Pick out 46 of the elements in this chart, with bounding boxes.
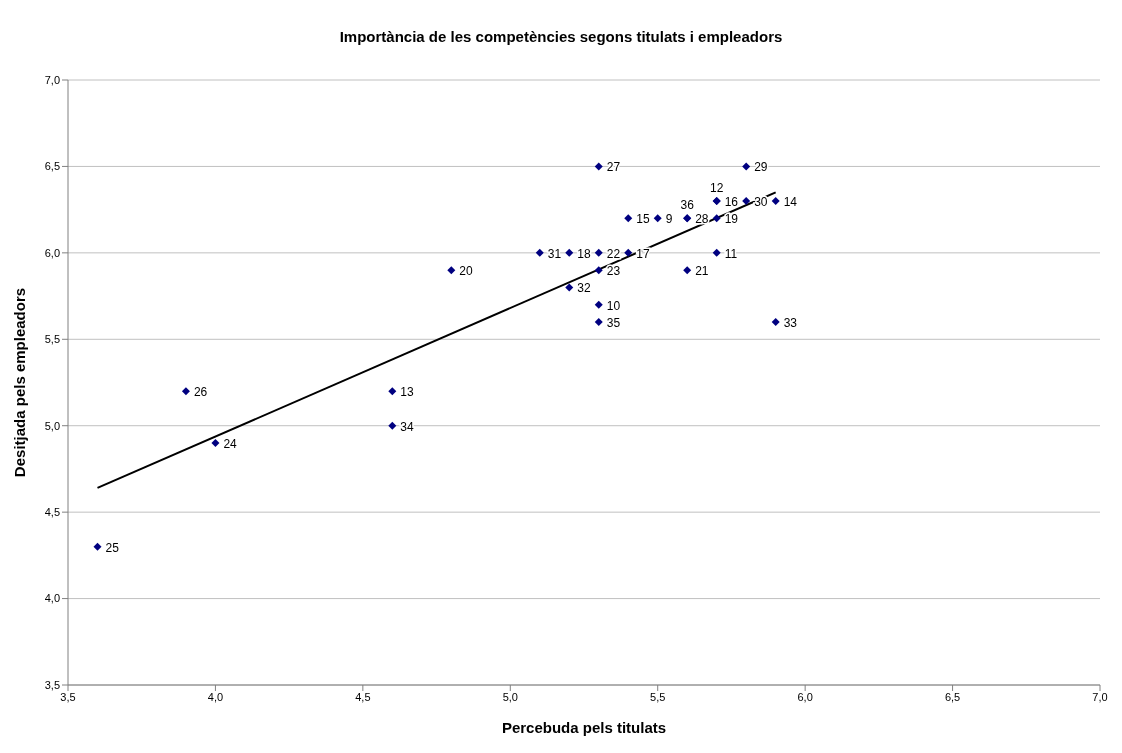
annotation: 36 — [680, 198, 695, 213]
annotation: 33 — [783, 316, 798, 330]
annotation: 32 — [577, 281, 591, 296]
x-tick-label: 6,5 — [944, 690, 961, 703]
x-tick-label: 4,0 — [207, 690, 224, 703]
y-tick-label: 6,5 — [44, 160, 60, 173]
x-axis-title: Percebuda pels titulats — [501, 719, 667, 736]
annotation: 27 — [606, 160, 621, 175]
annotation: 12 — [710, 181, 724, 195]
annotation: 10 — [606, 298, 621, 313]
annotation: 31 — [547, 246, 562, 261]
annotation: 30 — [754, 195, 768, 209]
y-tick-label: 5,5 — [44, 333, 60, 346]
annotation: 20 — [459, 264, 473, 279]
annotation: 19 — [724, 212, 739, 227]
x-tick-label: 6,0 — [797, 690, 813, 703]
annotation: 35 — [606, 316, 621, 330]
annotation: 14 — [783, 195, 798, 209]
annotation: 28 — [695, 212, 709, 227]
annotation: 26 — [193, 385, 208, 400]
y-axis-title: Desitjada pels empleadors — [11, 287, 29, 478]
annotation: 13 — [400, 385, 415, 400]
annotation: 11 — [724, 246, 738, 261]
annotation: 9 — [665, 212, 673, 227]
x-tick-label: 4,5 — [355, 690, 371, 703]
y-tick-label: 7,0 — [44, 73, 60, 86]
y-tick-label: 5,0 — [44, 419, 60, 432]
annotation: 22 — [606, 246, 621, 261]
chart-title: Importància de les competències segons titulats i empleadors — [338, 28, 784, 45]
annotation: 29 — [754, 160, 768, 175]
y-tick-label: 6,0 — [44, 246, 60, 259]
annotation: 25 — [105, 540, 120, 555]
x-tick-label: 7,0 — [1092, 690, 1108, 703]
annotation: 24 — [223, 437, 238, 451]
annotation: 15 — [636, 212, 650, 227]
annotation: 23 — [606, 264, 621, 279]
y-tick-label: 4,0 — [44, 592, 60, 605]
y-tick-label: 3,5 — [44, 678, 60, 691]
x-tick-label: 5,5 — [650, 690, 666, 703]
x-tick-label: 5,0 — [502, 690, 518, 703]
annotation: 34 — [400, 419, 415, 434]
annotation: 18 — [577, 246, 591, 261]
x-tick-label: 3,5 — [60, 690, 76, 703]
y-tick-label: 4,5 — [44, 506, 60, 519]
annotation: 21 — [695, 264, 709, 279]
annotation: 16 — [724, 195, 739, 209]
